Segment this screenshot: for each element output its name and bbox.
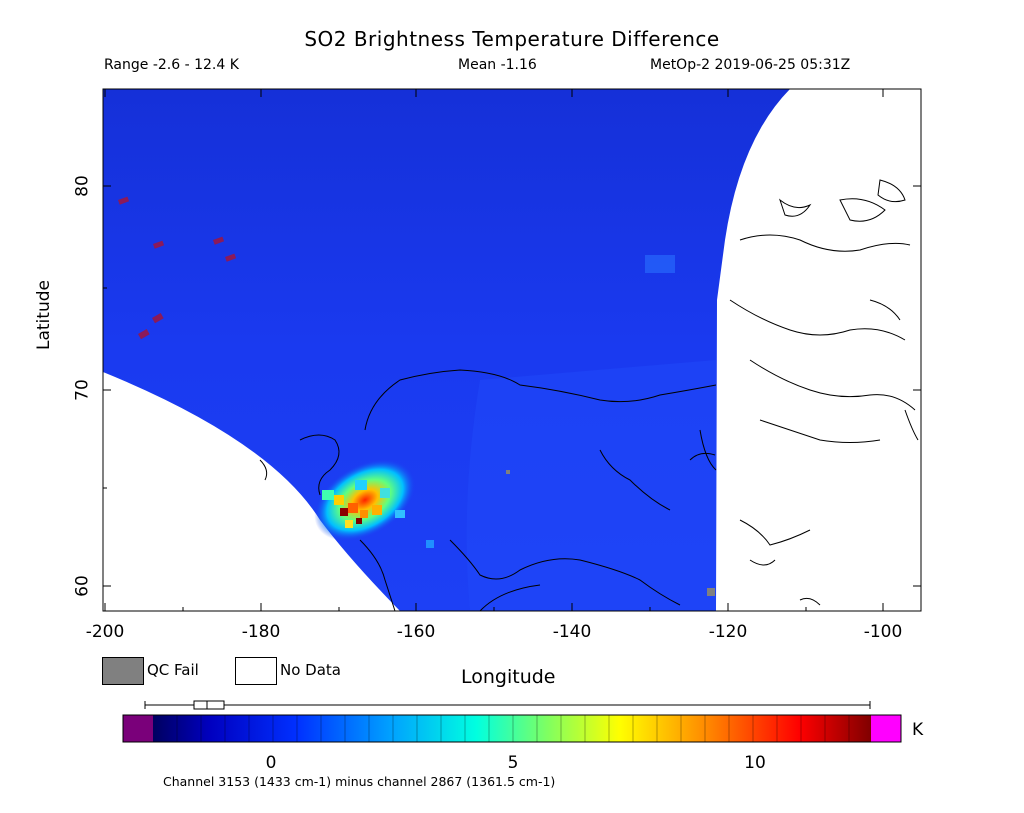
y-tick-label: 60 [72, 575, 93, 597]
satellite-time-text: MetOp-2 2019-06-25 05:31Z [650, 57, 851, 73]
channel-footnote: Channel 3153 (1433 cm-1) minus channel 2… [163, 774, 556, 789]
plot-frame [102, 88, 922, 612]
x-tick-label: -200 [85, 622, 125, 642]
mean-text: Mean -1.16 [458, 57, 537, 73]
no-data-swatch [235, 657, 277, 685]
x-tick-label: -180 [241, 622, 281, 642]
y-tick-label: 70 [72, 379, 93, 401]
no-data-label: No Data [280, 661, 341, 679]
colorbar-tick-label: 5 [507, 753, 519, 773]
qc-fail-swatch [102, 657, 144, 685]
colorbar-unit: K [912, 720, 924, 740]
x-tick-label: -160 [396, 622, 436, 642]
so2-plume [314, 459, 416, 541]
x-tick-label: -120 [708, 622, 748, 642]
y-axis-ticks [103, 185, 921, 587]
x-axis-label: Longitude [461, 666, 556, 688]
coastlines [259, 179, 919, 611]
map-title: SO2 Brightness Temperature Difference [304, 27, 720, 51]
y-axis-label: Latitude [34, 280, 54, 350]
range-text: Range -2.6 - 12.4 K [104, 57, 239, 73]
x-tick-label: -140 [552, 622, 592, 642]
x-axis-ticks [104, 89, 884, 611]
colorbar-tick-label: 10 [744, 753, 766, 773]
x-tick-label: -100 [863, 622, 903, 642]
colorbar-tick-label: 0 [265, 753, 277, 773]
data-field [103, 89, 919, 611]
y-tick-label: 80 [72, 175, 93, 197]
qc-fail-label: QC Fail [147, 661, 199, 679]
